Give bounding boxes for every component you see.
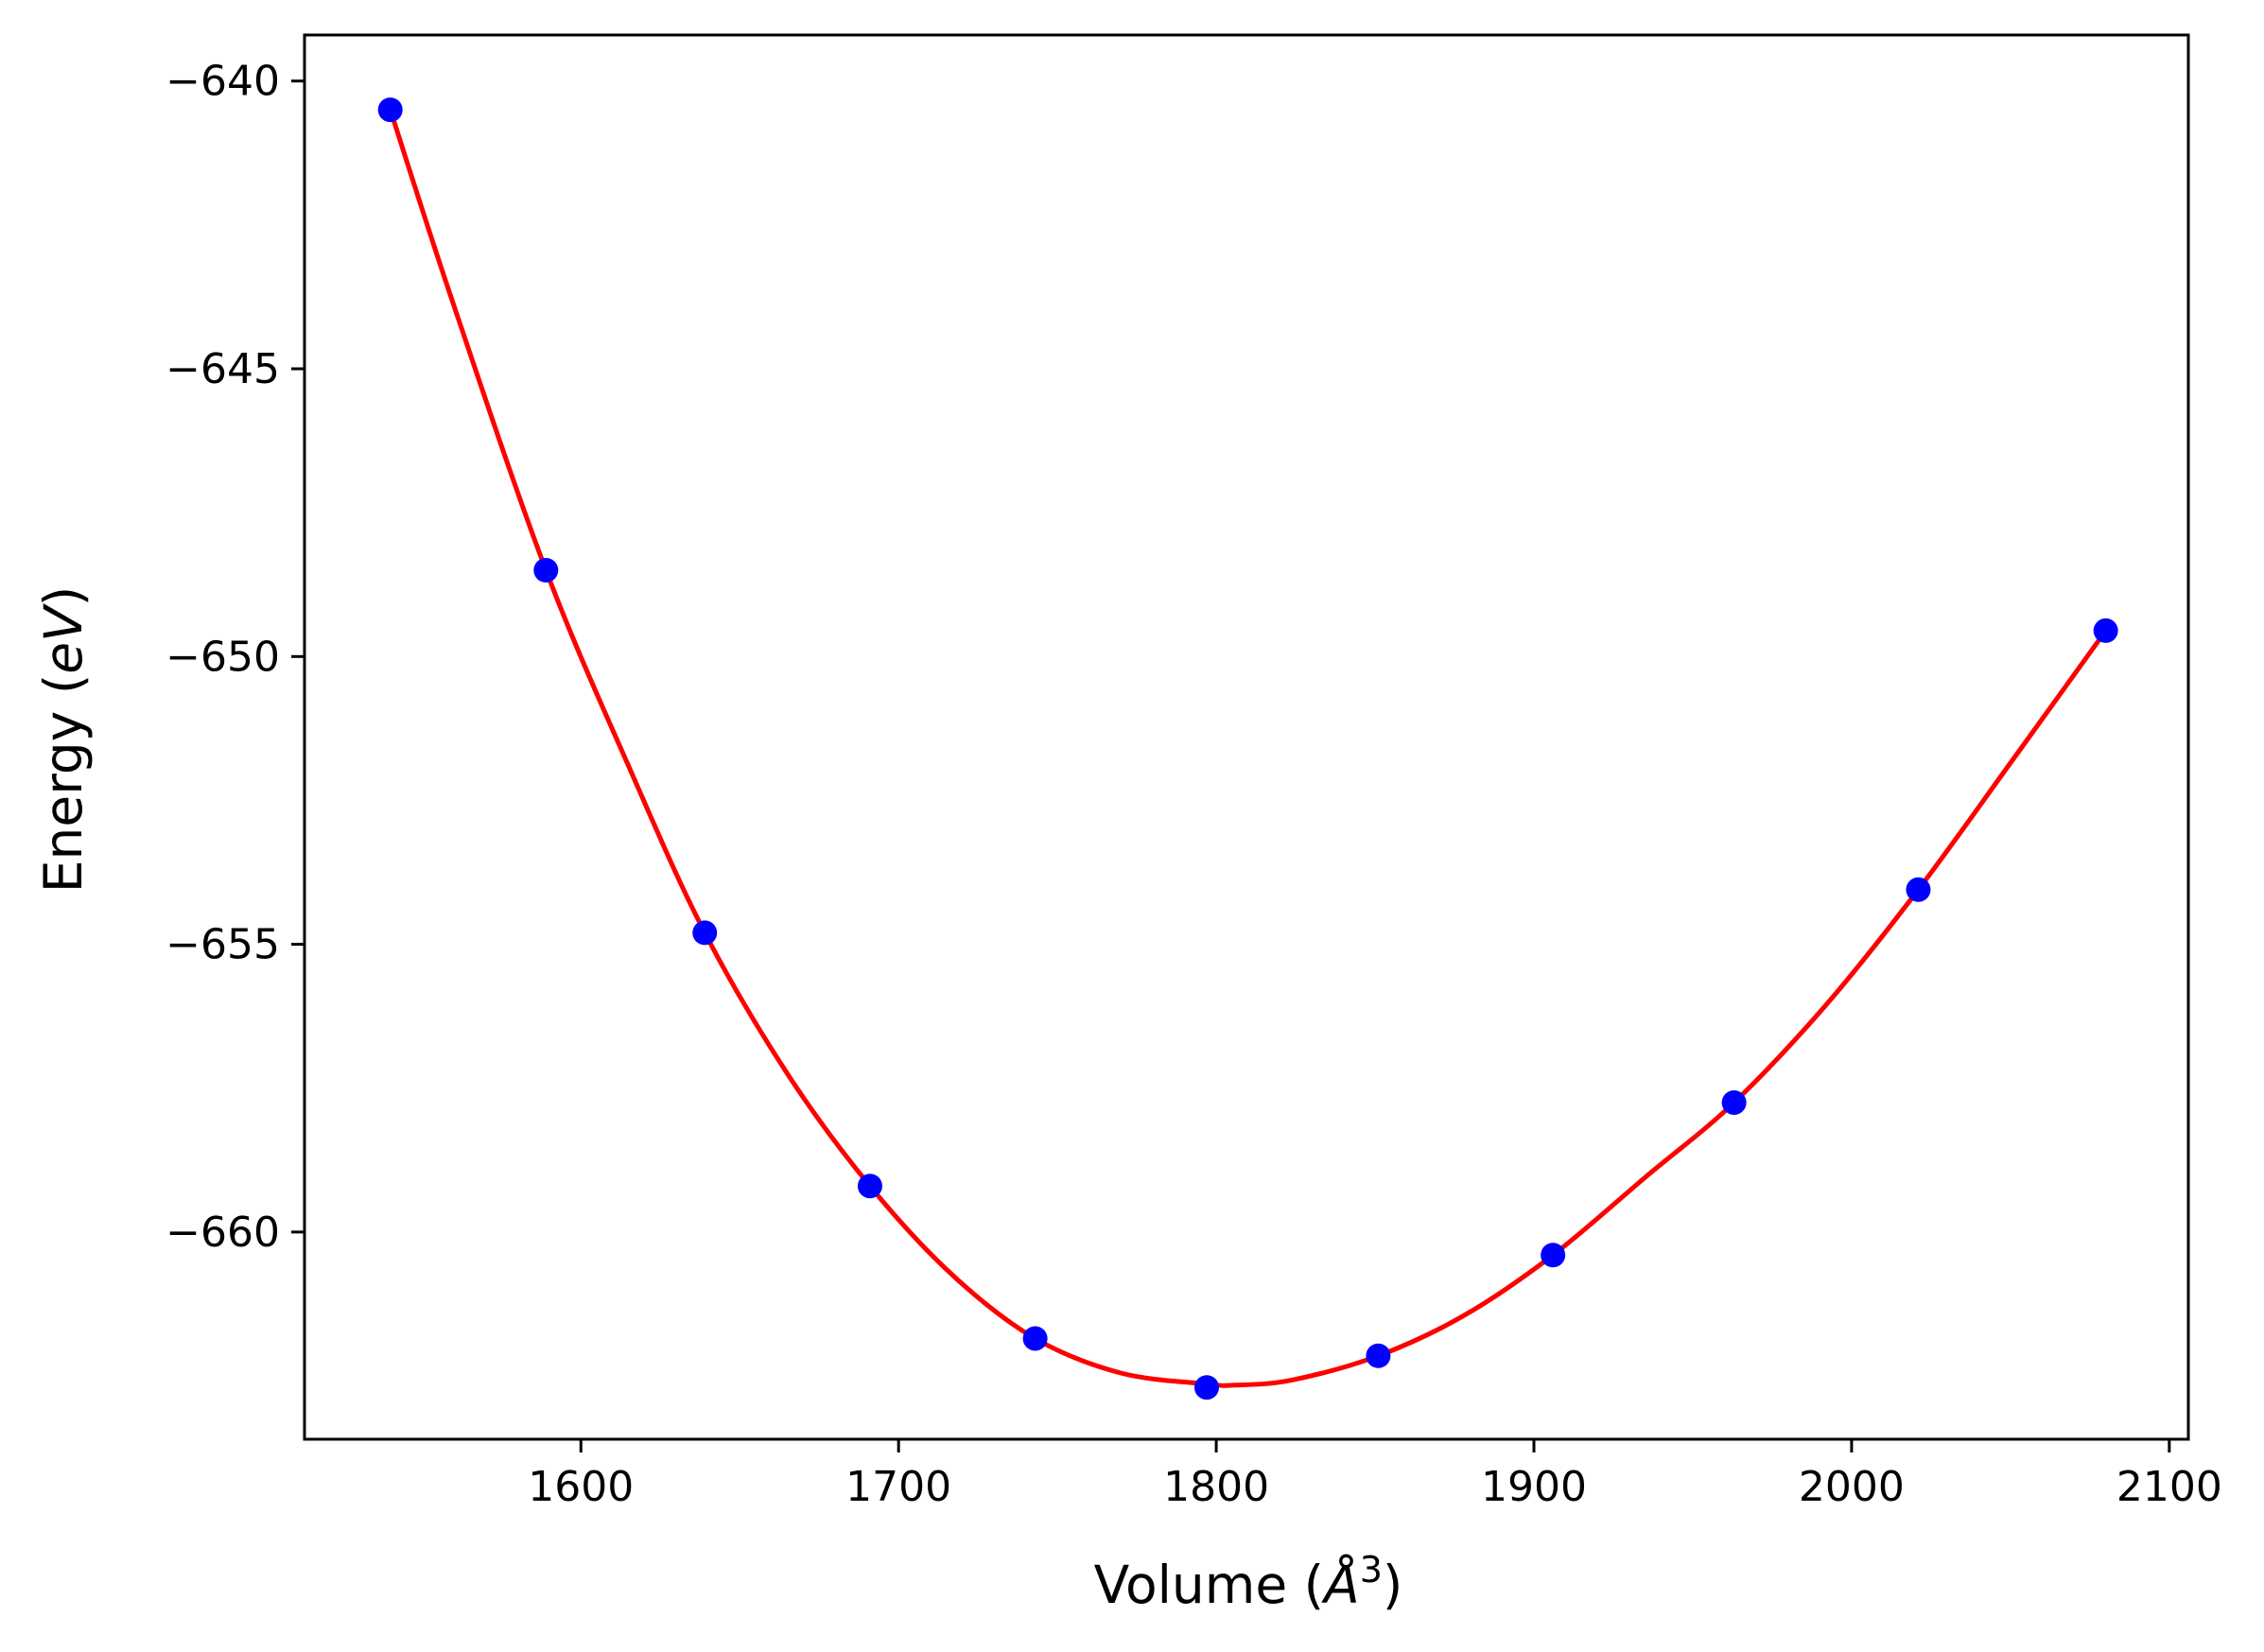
axes-layer: 1600 1700 1800 1900 2000 2100 −640 −645 −650 −655…: [165, 33, 2222, 1511]
y-tick-label: −645: [165, 345, 280, 393]
y-tick-label: −660: [165, 1209, 280, 1257]
data-point: [692, 920, 718, 946]
y-tick-label: −655: [165, 921, 280, 969]
data-point: [857, 1174, 882, 1199]
data-point: [1541, 1243, 1566, 1268]
data-point: [1022, 1326, 1048, 1351]
axes-frame: [303, 33, 2190, 1441]
x-tick-label: 1900: [1481, 1463, 1587, 1511]
data-point: [533, 558, 559, 583]
x-tick-label: 2000: [1799, 1463, 1905, 1511]
data-point: [377, 97, 403, 123]
y-tick-label: −640: [165, 58, 280, 106]
x-tick-label: 1600: [528, 1463, 634, 1511]
data-point: [2093, 617, 2118, 643]
plot-area: [305, 35, 2188, 1439]
data-point: [1906, 877, 1931, 902]
plot-background: [305, 35, 2188, 1439]
data-point: [1366, 1343, 1391, 1368]
data-point: [1194, 1375, 1220, 1400]
x-tick-label: 2100: [2116, 1463, 2222, 1511]
data-points-layer: [377, 97, 2118, 1400]
y-axis-label: Energy (eV): [33, 586, 94, 893]
x-tick-label: 1700: [845, 1463, 951, 1511]
fit-curve-layer: [388, 109, 2108, 1388]
data-point: [1721, 1089, 1747, 1115]
y-tick-label: −650: [165, 633, 280, 681]
x-axis-label: Volume (Å3): [1094, 1549, 1403, 1615]
fit-curve: [388, 109, 2108, 1388]
x-tick-label: 1800: [1163, 1463, 1269, 1511]
